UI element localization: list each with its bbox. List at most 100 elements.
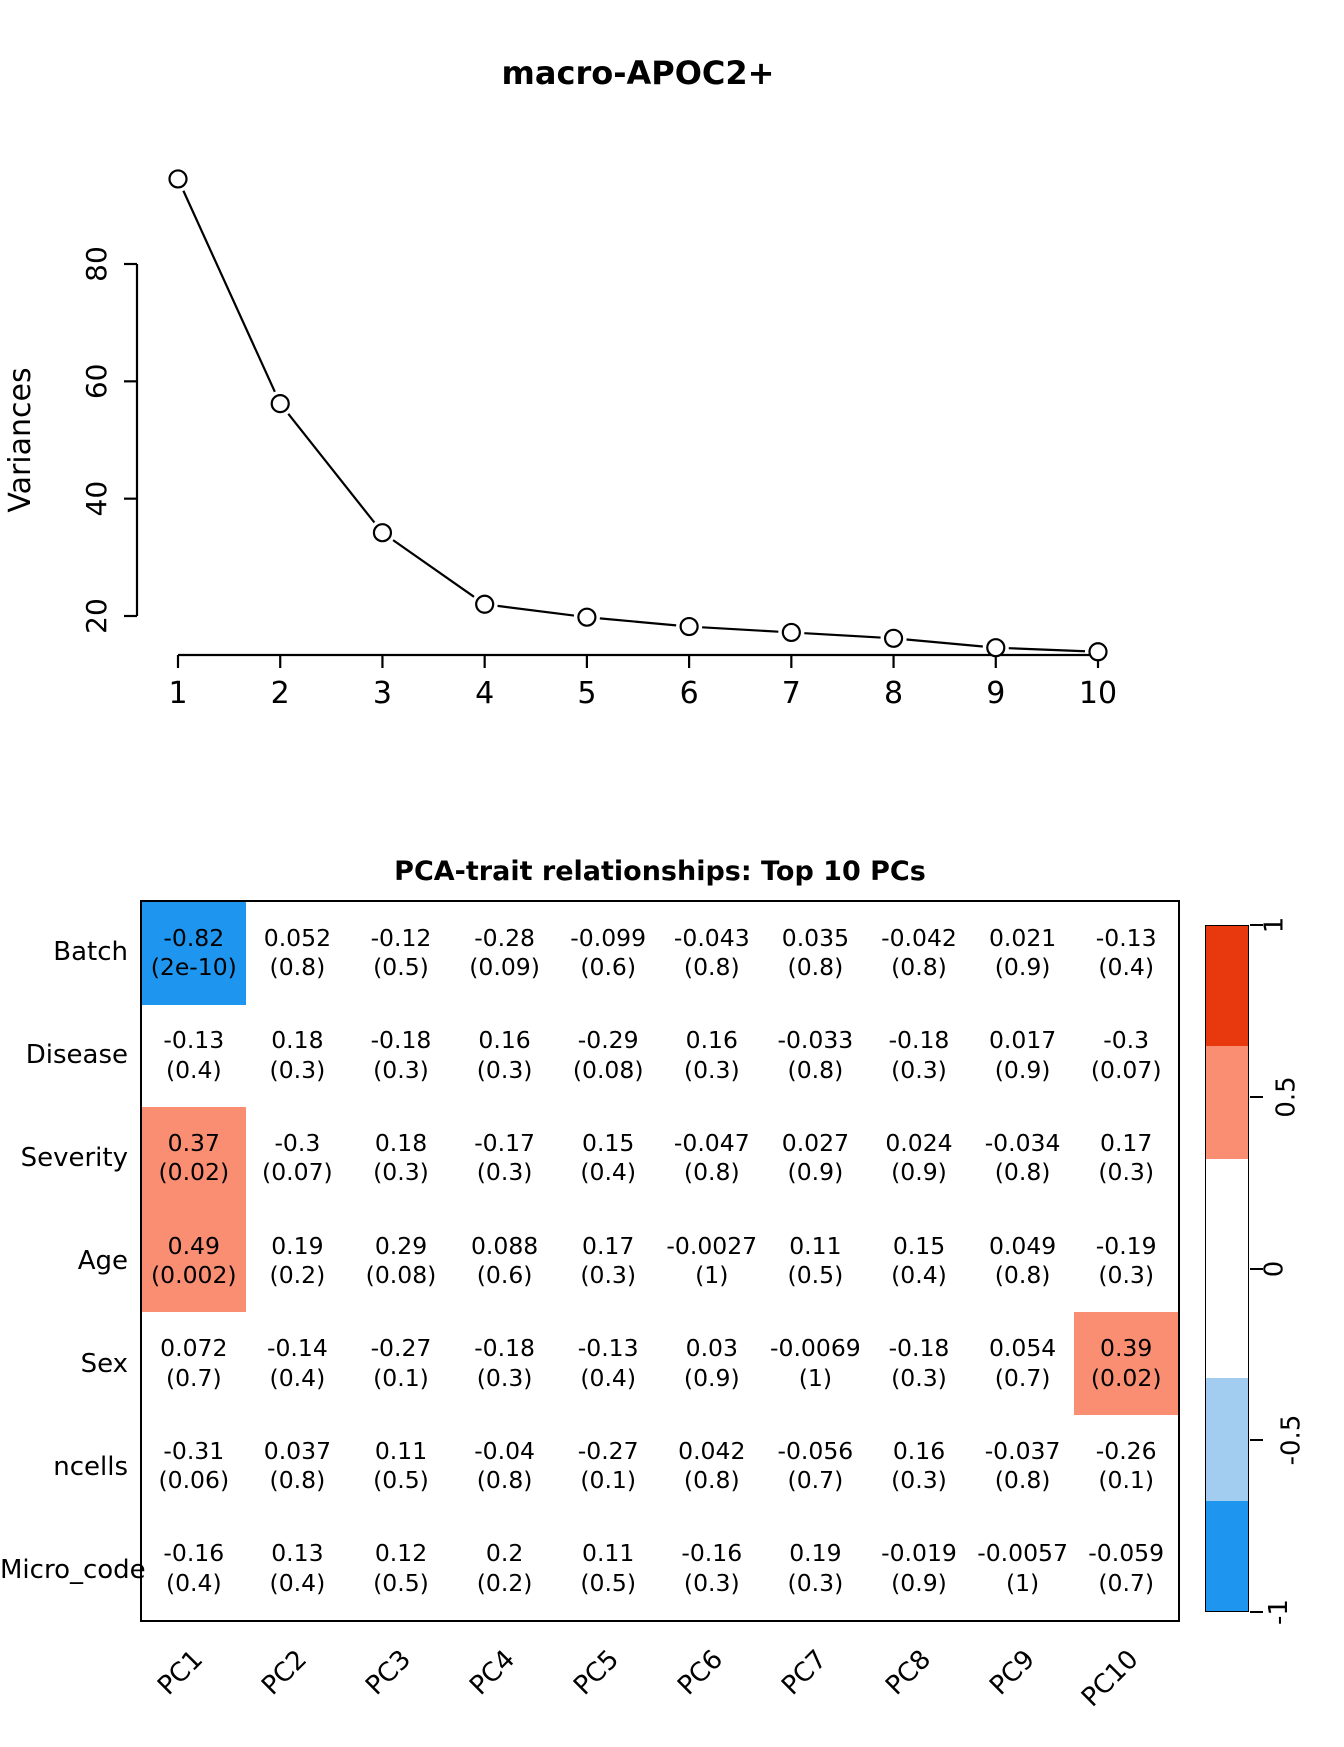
cell-p-value: (0.02) xyxy=(158,1158,230,1187)
colorbar-tick xyxy=(1250,1267,1263,1270)
cell-p-value: (0.3) xyxy=(683,1055,740,1084)
cell-p-value: (0.4) xyxy=(580,1363,637,1392)
cell-p-value: (0.3) xyxy=(1098,1158,1155,1187)
heatmap-cell: -0.0057 (1) xyxy=(971,1517,1075,1620)
cell-p-value: (0.3) xyxy=(683,1568,740,1597)
scree-series xyxy=(168,169,1108,662)
heatmap-cell: -0.18 (0.3) xyxy=(349,1005,453,1108)
scree-data-point xyxy=(372,523,393,543)
cell-correlation-value: 0.2 xyxy=(485,1539,524,1568)
cell-correlation-value: -0.099 xyxy=(570,923,647,952)
heatmap-cell: -0.042 (0.8) xyxy=(867,902,971,1005)
cell-p-value: (0.08) xyxy=(572,1055,644,1084)
heatmap-cell: -0.13 (0.4) xyxy=(556,1312,660,1415)
cell-correlation-value: 0.11 xyxy=(374,1436,428,1465)
cell-correlation-value: -0.18 xyxy=(888,1334,950,1363)
heatmap-row-label: ncells xyxy=(53,1452,128,1483)
cell-correlation-value: -0.0069 xyxy=(770,1334,861,1363)
cell-p-value: (0.6) xyxy=(580,953,637,982)
cell-correlation-value: -0.04 xyxy=(474,1436,535,1465)
cell-p-value: (0.4) xyxy=(891,1260,947,1289)
cell-correlation-value: -0.16 xyxy=(163,1539,225,1568)
heatmap-col-label: PC5 xyxy=(567,1644,625,1702)
heatmap-cell: 0.042 (0.8) xyxy=(660,1415,764,1518)
cell-p-value: (0.7) xyxy=(994,1363,1051,1392)
cell-correlation-value: -0.26 xyxy=(1095,1436,1157,1465)
heatmap-cell: 0.024 (0.9) xyxy=(867,1107,971,1210)
cell-p-value: (0.1) xyxy=(1098,1466,1155,1495)
scree-line-segment xyxy=(1008,647,1086,653)
heatmap-col-label: PC3 xyxy=(359,1644,417,1702)
cell-correlation-value: 0.16 xyxy=(892,1436,946,1465)
cell-correlation-value: -0.13 xyxy=(1095,923,1157,952)
heatmap-cell: -0.18 (0.3) xyxy=(867,1005,971,1108)
heatmap-cell: 0.049 (0.8) xyxy=(971,1210,1075,1313)
cell-p-value: (0.1) xyxy=(580,1466,637,1495)
cell-correlation-value: 0.13 xyxy=(271,1539,324,1568)
heatmap-cell: 0.021 (0.9) xyxy=(971,902,1075,1005)
scree-axes xyxy=(124,262,1100,668)
cell-p-value: (0.8) xyxy=(891,953,947,982)
heatmap-cell: -0.18 (0.3) xyxy=(867,1312,971,1415)
cell-p-value: (0.5) xyxy=(373,953,429,982)
heatmap-cell: -0.19 (0.3) xyxy=(1074,1210,1178,1313)
cell-p-value: (0.3) xyxy=(476,1158,533,1187)
cell-correlation-value: -0.28 xyxy=(474,923,535,952)
heatmap-cell: -0.82 (2e-10) xyxy=(142,902,246,1005)
cell-p-value: (1) xyxy=(1005,1568,1040,1597)
scree-x-tick-label: 1 xyxy=(168,676,187,711)
heatmap-cell: 0.16 (0.3) xyxy=(453,1005,557,1108)
cell-correlation-value: 0.027 xyxy=(781,1129,850,1158)
cell-p-value: (0.3) xyxy=(373,1158,429,1187)
cell-p-value: (0.8) xyxy=(683,1158,740,1187)
cell-p-value: (0.1) xyxy=(373,1363,429,1392)
heatmap-cell: 0.18 (0.3) xyxy=(349,1107,453,1210)
scree-line-segment xyxy=(804,632,881,639)
cell-correlation-value: 0.37 xyxy=(167,1129,220,1158)
heatmap-cell: -0.019 (0.9) xyxy=(867,1517,971,1620)
colorbar xyxy=(1205,925,1249,1612)
scree-x-tick-label: 6 xyxy=(680,676,699,711)
colorbar-tick-label: 0 xyxy=(1259,1260,1290,1277)
cell-correlation-value: 0.024 xyxy=(885,1129,953,1158)
cell-correlation-value: -0.047 xyxy=(673,1129,750,1158)
cell-p-value: (1) xyxy=(798,1363,833,1392)
cell-p-value: (0.5) xyxy=(580,1568,637,1597)
heatmap-col-label: PC6 xyxy=(671,1644,729,1702)
cell-p-value: (0.4) xyxy=(580,1158,637,1187)
cell-p-value: (0.8) xyxy=(269,953,326,982)
heatmap-cell: -0.056 (0.7) xyxy=(764,1415,868,1518)
colorbar-segment xyxy=(1206,1378,1248,1502)
heatmap-cell: 0.16 (0.3) xyxy=(867,1415,971,1518)
cell-p-value: (0.02) xyxy=(1090,1363,1162,1392)
cell-correlation-value: 0.035 xyxy=(781,923,850,952)
cell-correlation-value: -0.18 xyxy=(888,1026,950,1055)
scree-data-point xyxy=(883,628,904,648)
cell-correlation-value: 0.15 xyxy=(582,1129,635,1158)
cell-correlation-value: -0.82 xyxy=(163,923,225,952)
scree-line-segment xyxy=(287,413,376,524)
cell-correlation-value: -0.3 xyxy=(274,1129,321,1158)
scree-data-point xyxy=(168,169,188,189)
cell-correlation-value: -0.13 xyxy=(577,1334,639,1363)
cell-correlation-value: 0.19 xyxy=(271,1231,324,1260)
cell-p-value: (0.7) xyxy=(165,1363,222,1392)
scree-y-tick-label: 60 xyxy=(80,364,113,400)
colorbar-tick-label: -0.5 xyxy=(1276,1414,1307,1466)
scree-y-tick-label: 40 xyxy=(80,481,113,517)
cell-correlation-value: 0.072 xyxy=(160,1334,228,1363)
cell-p-value: (0.8) xyxy=(476,1466,533,1495)
cell-correlation-value: -0.13 xyxy=(163,1026,225,1055)
cell-correlation-value: -0.27 xyxy=(370,1334,432,1363)
cell-correlation-value: 0.39 xyxy=(1100,1334,1153,1363)
heatmap-cell: 0.11 (0.5) xyxy=(556,1517,660,1620)
cell-p-value: (0.3) xyxy=(269,1055,326,1084)
cell-correlation-value: 0.19 xyxy=(789,1539,842,1568)
cell-correlation-value: -0.019 xyxy=(881,1539,957,1568)
heatmap-cell: 0.054 (0.7) xyxy=(971,1312,1075,1415)
heatmap-col-label: PC1 xyxy=(151,1644,209,1702)
scree-data-point xyxy=(1088,642,1108,662)
heatmap-cell: -0.16 (0.3) xyxy=(660,1517,764,1620)
cell-correlation-value: -0.14 xyxy=(266,1334,328,1363)
scree-y-tick-label: 80 xyxy=(80,246,113,282)
